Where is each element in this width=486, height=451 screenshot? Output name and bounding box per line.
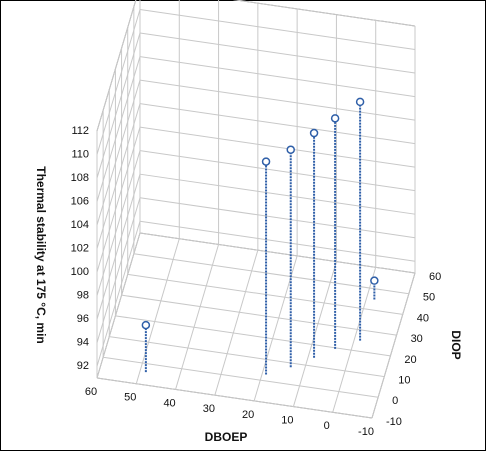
x-tick-label: 30	[203, 403, 215, 415]
z-tick-label: 92	[77, 360, 89, 372]
x-tick-label: 0	[324, 420, 330, 432]
x-axis-title: DBOEP	[205, 430, 248, 444]
z-tick-label: 110	[71, 148, 89, 160]
grid-line	[292, 261, 337, 407]
grid-line	[96, 9, 141, 155]
grid-line	[214, 250, 259, 396]
grid-line	[96, 32, 141, 179]
grid-line	[96, 197, 141, 343]
grid-line	[139, 173, 416, 215]
point	[286, 145, 295, 154]
grid-line	[96, 0, 137, 132]
z-tick-label: 100	[71, 266, 89, 278]
grid-line	[139, 79, 416, 121]
grid-line	[109, 336, 385, 378]
y-tick-label: 20	[404, 354, 416, 366]
z-tick-label: 96	[77, 313, 89, 325]
y-tick-label: 50	[423, 292, 435, 304]
grid-line	[115, 315, 391, 357]
grid-line	[96, 56, 141, 202]
z-tick-label: 106	[71, 195, 89, 207]
z-axis-title: Thermal stability at 175 °C, min	[34, 166, 48, 344]
x-tick-label: -10	[358, 426, 374, 438]
grid-line	[139, 56, 416, 98]
point	[355, 97, 365, 107]
z-tick-label: 108	[71, 172, 89, 184]
grid-line	[232, 0, 416, 27]
z-tick-label: 104	[71, 219, 89, 231]
point	[309, 128, 319, 138]
grid-line	[139, 126, 416, 168]
y-tick-label: -10	[386, 416, 402, 428]
grid-line	[96, 127, 141, 273]
grid-line	[96, 150, 141, 296]
grid-line	[139, 232, 416, 274]
y-tick-label: 0	[392, 395, 398, 407]
z-tick-label: 98	[77, 290, 89, 302]
box-edge	[232, 0, 416, 27]
x-tick-label: 10	[281, 414, 293, 426]
grid-line	[96, 79, 141, 226]
grid-line	[103, 356, 379, 398]
point	[370, 276, 379, 285]
grid-line	[175, 244, 220, 390]
x-tick-label: 60	[85, 386, 97, 398]
x-tick-label: 40	[163, 397, 175, 409]
grid-line	[96, 221, 141, 367]
grid-line	[127, 273, 403, 315]
point	[141, 320, 151, 330]
grid-line	[139, 150, 416, 192]
x-tick-label: 20	[242, 409, 254, 421]
grid-line	[253, 255, 298, 401]
x-tick-label: 50	[124, 392, 136, 404]
y-tick-label: 60	[429, 271, 441, 283]
grid-line	[133, 253, 409, 295]
z-tick-label: 112	[71, 125, 89, 137]
grid-line	[96, 232, 141, 379]
point	[330, 114, 340, 123]
grid-line	[139, 220, 416, 262]
y-tick-label: 10	[398, 374, 410, 386]
grid-line	[135, 238, 180, 384]
grid-line	[371, 272, 416, 419]
y-axis-title: DIOP	[449, 330, 463, 359]
z-tick-label: 94	[77, 337, 89, 349]
grid-line	[96, 174, 141, 320]
grid-line	[96, 377, 373, 419]
grid-line	[332, 267, 377, 413]
grid-line	[139, 197, 416, 239]
grid-line	[139, 103, 416, 145]
point	[261, 157, 271, 166]
y-tick-label: 40	[417, 312, 429, 324]
grid-line	[121, 294, 397, 336]
grid-line	[96, 103, 141, 249]
z-tick-label: 102	[71, 243, 89, 255]
grid-line	[139, 32, 416, 74]
grid-line	[139, 9, 416, 51]
y-tick-label: 30	[411, 333, 423, 345]
